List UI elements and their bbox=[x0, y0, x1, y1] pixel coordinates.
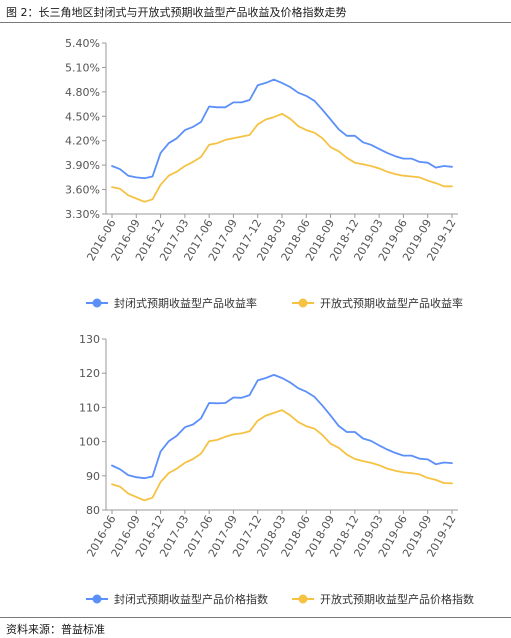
source-note: 资料来源：普益标准 bbox=[6, 623, 105, 636]
yield-y-tick-label: 3.30% bbox=[65, 208, 100, 221]
yield-series-line-2 bbox=[111, 112, 453, 203]
top-rule bbox=[0, 22, 511, 23]
yield-legend-swatch-dot bbox=[298, 298, 308, 308]
index-legend-label: 开放式预期收益型产品价格指数 bbox=[320, 592, 474, 606]
index-legend-swatch-dot bbox=[298, 594, 308, 604]
index-y-tick-label: 120 bbox=[79, 367, 100, 380]
yield-y-tick-label: 3.60% bbox=[65, 184, 100, 197]
index-y-tick-label: 80 bbox=[86, 504, 100, 517]
index-legend-item-2: 开放式预期收益型产品价格指数 bbox=[292, 592, 474, 606]
figure-title: 图 2：长三角地区封闭式与开放式预期收益型产品收益及价格指数走势 bbox=[6, 6, 347, 19]
yield-y-tick-label: 5.40% bbox=[65, 37, 100, 50]
yield-y-tick-label: 4.50% bbox=[65, 110, 100, 123]
yield-legend-item-1: 封闭式预期收益型产品收益率 bbox=[86, 296, 257, 310]
yield-legend-label: 开放式预期收益型产品收益率 bbox=[320, 296, 463, 310]
yield-y-tick-label: 4.20% bbox=[65, 135, 100, 148]
index-y-tick-label: 110 bbox=[79, 401, 100, 414]
yield-legend-label: 封闭式预期收益型产品收益率 bbox=[114, 296, 257, 310]
index-y-tick-label: 100 bbox=[79, 436, 100, 449]
yield-y-tick-label: 3.90% bbox=[65, 159, 100, 172]
index-legend-label: 封闭式预期收益型产品价格指数 bbox=[114, 592, 268, 606]
bottom-rule bbox=[0, 617, 511, 618]
yield-rate-line-chart: 3.30% 3.60% 3.90% 4.20% 4.50% 4.80% 5.10% 5.40%… bbox=[65, 37, 463, 310]
yield-y-tick-label: 4.80% bbox=[65, 86, 100, 99]
yield-legend-item-2: 开放式预期收益型产品收益率 bbox=[292, 296, 463, 310]
index-legend-item-1: 封闭式预期收益型产品价格指数 bbox=[86, 592, 268, 606]
index-y-tick-label: 90 bbox=[86, 470, 100, 483]
index-y-tick-label: 130 bbox=[79, 333, 100, 346]
yield-legend-swatch-dot bbox=[92, 298, 102, 308]
index-legend-swatch-dot bbox=[92, 594, 102, 604]
price-index-line-chart: 80901001101201302016-062016-092016-12201… bbox=[79, 333, 474, 606]
yield-series-line-1 bbox=[111, 78, 453, 180]
yield-y-tick-label: 5.10% bbox=[65, 61, 100, 74]
index-series-line-2 bbox=[111, 409, 453, 502]
index-series-line-1 bbox=[111, 374, 453, 480]
